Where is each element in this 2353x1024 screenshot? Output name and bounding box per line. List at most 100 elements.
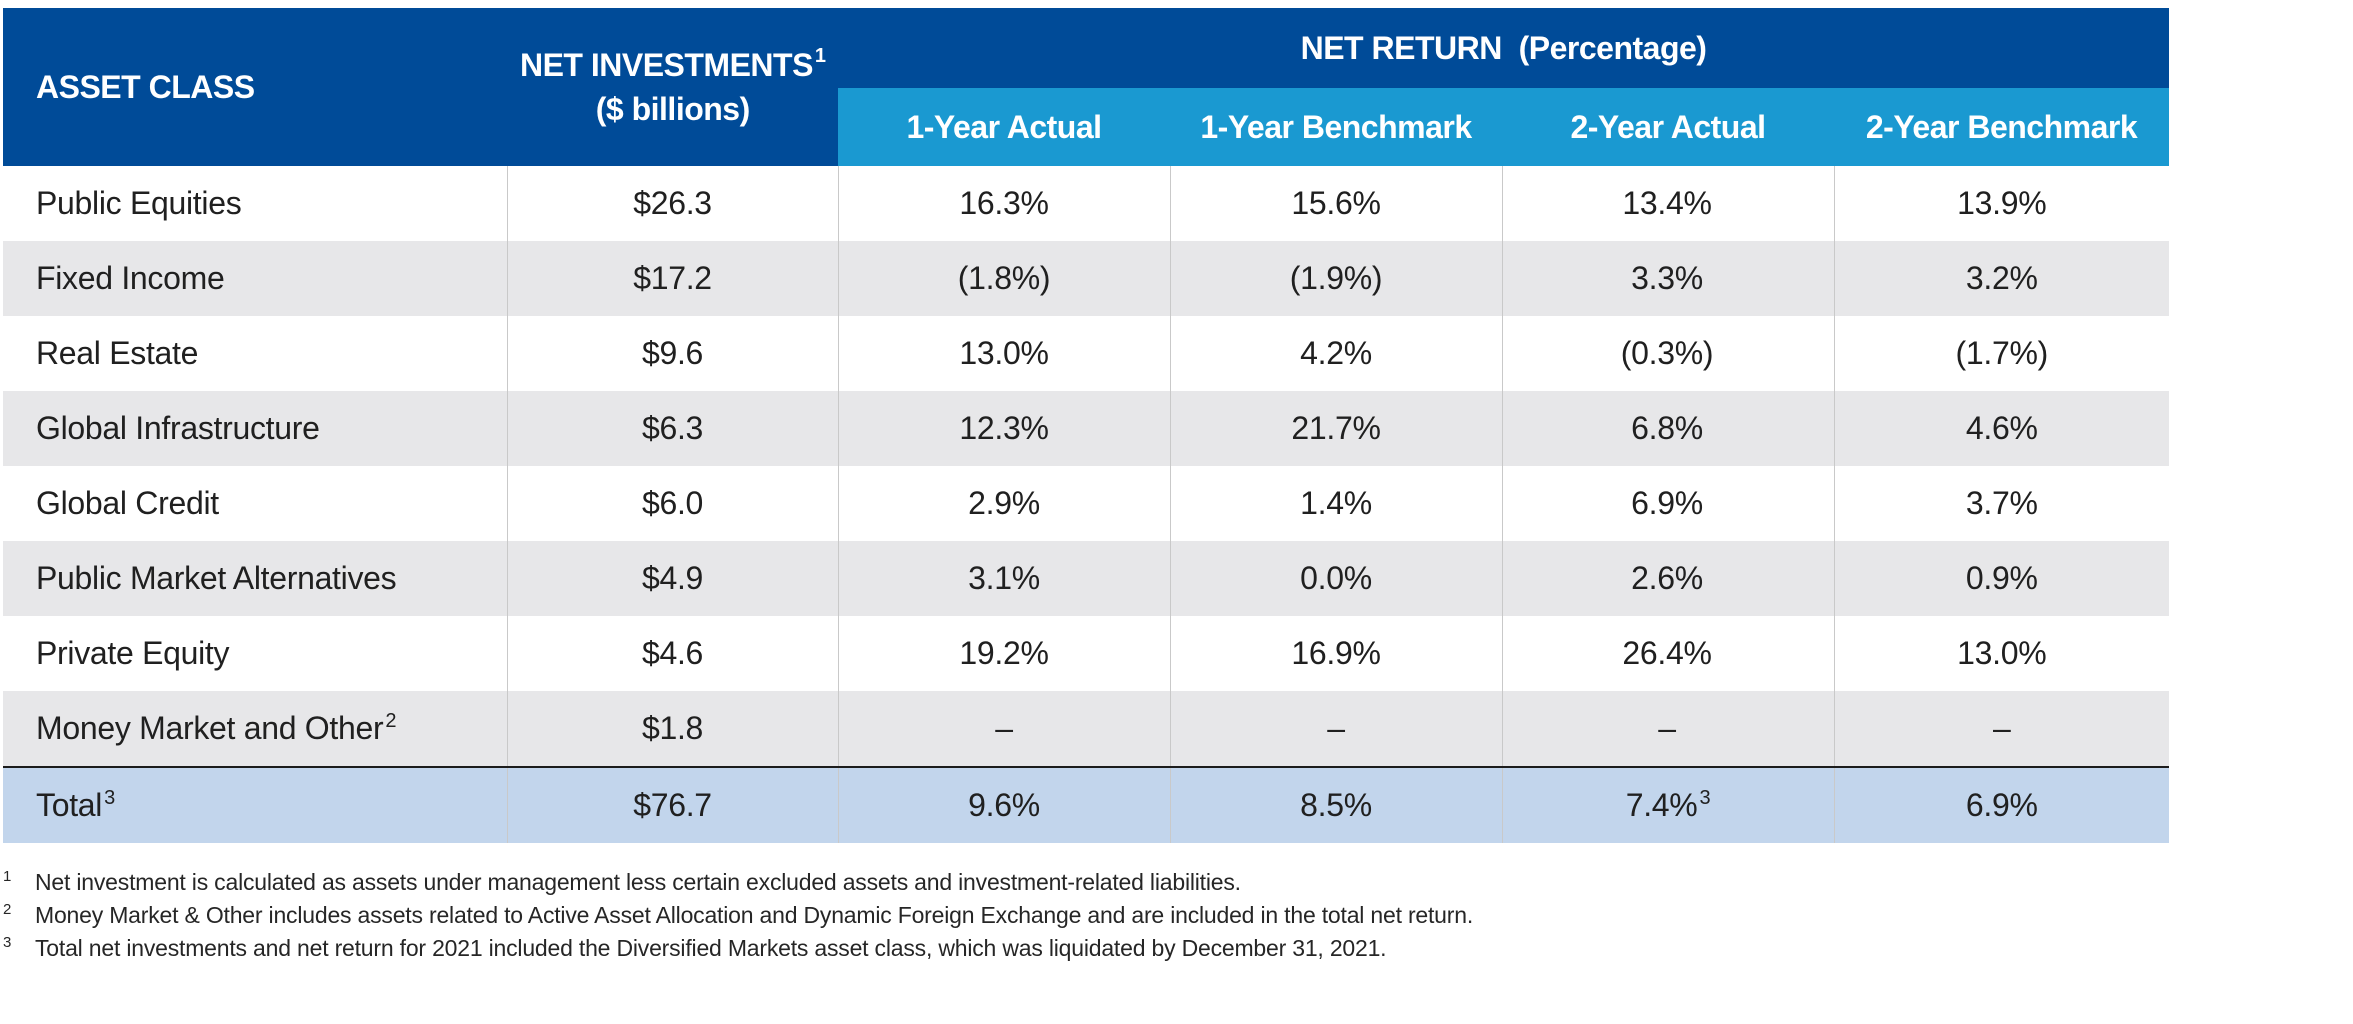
header-asset-class: ASSET CLASS — [3, 8, 507, 166]
1-year-actual-cell-value: (1.8%) — [957, 260, 1051, 296]
1-year-benchmark-cell-value: 8.5% — [1300, 787, 1372, 823]
header-2-year-benchmark: 2-Year Benchmark — [1834, 88, 2170, 166]
2-year-actual-cell: 6.9% — [1501, 466, 1834, 541]
2-year-benchmark-cell: (1.7%) — [1833, 316, 2170, 391]
1-year-actual-cell: – — [837, 691, 1170, 767]
1-year-benchmark-cell-value: – — [1327, 710, 1345, 746]
asset-class-cell-value: Global Infrastructure — [36, 410, 320, 446]
footnote-ref: 1 — [814, 45, 826, 67]
footnote-mark: 2 — [3, 901, 12, 918]
asset-class-cell-value: Public Market Alternatives — [36, 560, 397, 596]
1-year-benchmark-cell-value: 4.2% — [1300, 335, 1372, 371]
net-investments-cell-value: $6.3 — [641, 410, 704, 446]
asset-class-returns-table-wrap: ASSET CLASS NET INVESTMENTS 1 ($ billions… — [3, 8, 2170, 843]
asset-class-cell-value: Global Credit — [36, 485, 219, 521]
1-year-actual-cell-value: 2.9% — [968, 485, 1040, 521]
2-year-benchmark-cell-value: 4.6% — [1965, 410, 2038, 446]
asset-class-cell-value: Fixed Income — [36, 260, 225, 296]
header-asset-class-label: ASSET CLASS — [36, 68, 255, 105]
table-row: Money Market and Other 2 $1.8 – – – – — [3, 691, 2170, 767]
2-year-actual-cell: – — [1501, 691, 1834, 767]
header-net-return: NET RETURN (Percentage) — [838, 8, 2170, 88]
1-year-actual-cell: (1.8%) — [837, 241, 1170, 316]
header-net-return-label: NET RETURN (Percentage) — [1300, 29, 1707, 66]
2-year-actual-cell-value: – — [1658, 710, 1676, 746]
footnote-text: Money Market & Other includes assets rel… — [35, 902, 1474, 928]
table-row: Fixed Income $17.2 (1.8%) (1.9%) 3.3% 3.2% — [3, 241, 2170, 316]
1-year-actual-cell: 13.0% — [837, 316, 1170, 391]
asset-class-cell: Global Infrastructure — [3, 391, 507, 466]
1-year-benchmark-cell: 15.6% — [1169, 166, 1502, 241]
2-year-benchmark-cell: 0.9% — [1833, 541, 2170, 616]
header-2-year-actual: 2-Year Actual — [1502, 88, 1834, 166]
net-investments-cell: $1.8 — [506, 691, 838, 767]
1-year-actual-cell: 3.1% — [837, 541, 1170, 616]
asset-class-cell: Global Credit — [3, 466, 507, 541]
2-year-actual-cell: 2.6% — [1501, 541, 1834, 616]
net-investments-cell-value: $6.0 — [641, 485, 704, 521]
1-year-benchmark-cell: 4.2% — [1169, 316, 1502, 391]
footnote-line: 2 Money Market & Other includes assets re… — [3, 899, 2169, 932]
asset-class-cell-value: Total — [36, 787, 103, 823]
net-investments-cell-value: $1.8 — [641, 710, 704, 746]
net-investments-cell: $17.2 — [506, 241, 838, 316]
2-year-actual-cell-value: (0.3%) — [1620, 335, 1714, 371]
net-investments-cell: $76.7 — [506, 766, 838, 843]
footnote-line: 1 Net investment is calculated as assets … — [3, 866, 2169, 899]
2-year-benchmark-cell: 13.0% — [1833, 616, 2170, 691]
2-year-benchmark-cell-value: 13.0% — [1957, 635, 2047, 671]
asset-class-cell: Fixed Income — [3, 241, 507, 316]
2-year-benchmark-cell-value: 0.9% — [1965, 560, 2038, 596]
2-year-benchmark-cell: 3.2% — [1833, 241, 2170, 316]
2-year-benchmark-cell-value: 3.2% — [1965, 260, 2038, 296]
2-year-actual-cell: 6.8% — [1501, 391, 1834, 466]
asset-class-cell: Public Equities — [3, 166, 507, 241]
1-year-actual-cell: 9.6% — [837, 766, 1170, 843]
table-row-total: Total 3 $76.7 9.6% 8.5% 7.4% 3 6.9% — [3, 766, 2170, 843]
1-year-benchmark-cell: 16.9% — [1169, 616, 1502, 691]
1-year-actual-cell-value: – — [995, 710, 1013, 746]
asset-class-cell: Private Equity — [3, 616, 507, 691]
2-year-actual-cell: 3.3% — [1501, 241, 1834, 316]
1-year-actual-cell-value: 9.6% — [968, 787, 1040, 823]
1-year-benchmark-cell: 21.7% — [1169, 391, 1502, 466]
1-year-actual-cell: 19.2% — [837, 616, 1170, 691]
footnote-ref: 3 — [104, 787, 115, 809]
header-1-year-actual: 1-Year Actual — [838, 88, 1170, 166]
table-row: Real Estate $9.6 13.0% 4.2% (0.3%) (1.7%) — [3, 316, 2170, 391]
asset-class-cell: Real Estate — [3, 316, 507, 391]
footnote-ref: 3 — [1699, 787, 1711, 809]
net-investments-cell-value: $17.2 — [633, 260, 712, 296]
table-body: Public Equities $26.3 16.3% 15.6% 13.4% 13.9%… — [3, 166, 2170, 843]
net-investments-cell-value: $4.6 — [641, 635, 704, 671]
1-year-benchmark-cell: 8.5% — [1169, 766, 1502, 843]
1-year-actual-cell: 12.3% — [837, 391, 1170, 466]
1-year-benchmark-cell: – — [1169, 691, 1502, 767]
header-net-investments-label: NET INVESTMENTS — [519, 47, 813, 83]
2-year-benchmark-cell: 3.7% — [1833, 466, 2170, 541]
2-year-actual-cell-value: 3.3% — [1631, 260, 1703, 296]
table-row: Global Infrastructure $6.3 12.3% 21.7% 6.8% 4… — [3, 391, 2170, 466]
2-year-actual-cell: 7.4% 3 — [1501, 766, 1834, 843]
1-year-benchmark-cell-value: 15.6% — [1291, 185, 1381, 221]
header-net-investments-unit: ($ billions) — [595, 91, 751, 127]
net-investments-cell-value: $4.9 — [641, 560, 704, 596]
footnote-text: Net investment is calculated as assets u… — [35, 869, 1241, 895]
asset-class-cell-value: Public Equities — [36, 185, 242, 221]
1-year-actual-cell-value: 3.1% — [968, 560, 1040, 596]
1-year-actual-cell-value: 13.0% — [959, 335, 1049, 371]
net-investments-cell-value: $76.7 — [633, 787, 712, 823]
1-year-actual-cell-value: 19.2% — [959, 635, 1049, 671]
table-row: Private Equity $4.6 19.2% 16.9% 26.4% 13.0% — [3, 616, 2170, 691]
net-investments-cell: $4.9 — [506, 541, 838, 616]
2-year-benchmark-cell-value: (1.7%) — [1955, 335, 2049, 371]
2-year-actual-cell-value: 7.4% — [1625, 787, 1698, 823]
1-year-benchmark-cell: 0.0% — [1169, 541, 1502, 616]
1-year-actual-cell-value: 16.3% — [959, 185, 1049, 221]
2-year-benchmark-cell-value: 6.9% — [1965, 787, 2038, 823]
2-year-actual-cell-value: 6.8% — [1631, 410, 1703, 446]
2-year-benchmark-cell: 4.6% — [1833, 391, 2170, 466]
2-year-actual-cell-value: 13.4% — [1622, 185, 1712, 221]
1-year-benchmark-cell-value: (1.9%) — [1289, 260, 1383, 296]
net-investments-cell: $6.0 — [506, 466, 838, 541]
